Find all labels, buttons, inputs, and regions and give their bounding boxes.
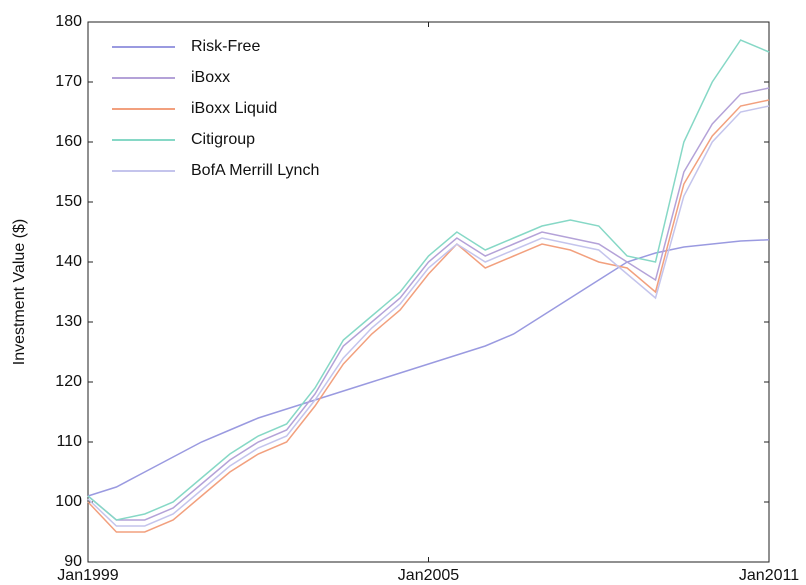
x-tick-label: Jan2011 [739, 567, 799, 584]
x-tick-label: Jan1999 [57, 567, 118, 584]
y-tick-label: 100 [55, 493, 82, 510]
x-tick-label: Jan2005 [398, 567, 459, 584]
legend-label: Risk-Free [191, 38, 260, 55]
y-tick-label: 90 [64, 553, 82, 570]
legend-label: BofA Merrill Lynch [191, 162, 319, 179]
y-tick-label: 170 [55, 73, 82, 90]
y-tick-label: 120 [55, 373, 82, 390]
y-tick-label: 150 [55, 193, 82, 210]
series-line [87, 87, 770, 521]
series-line [87, 239, 770, 497]
y-tick-label: 180 [55, 13, 82, 30]
legend-label: Citigroup [191, 131, 255, 148]
series-line [87, 39, 770, 521]
series-line [87, 99, 770, 533]
y-tick-label: 110 [56, 433, 82, 450]
legend-label: iBoxx [191, 69, 230, 86]
legend-label: iBoxx Liquid [191, 100, 277, 117]
y-axis-label: Investment Value ($) [11, 219, 28, 365]
y-tick-label: 130 [55, 313, 82, 330]
y-tick-label: 160 [55, 133, 82, 150]
series-line [87, 105, 770, 527]
y-tick-label: 140 [55, 253, 82, 270]
